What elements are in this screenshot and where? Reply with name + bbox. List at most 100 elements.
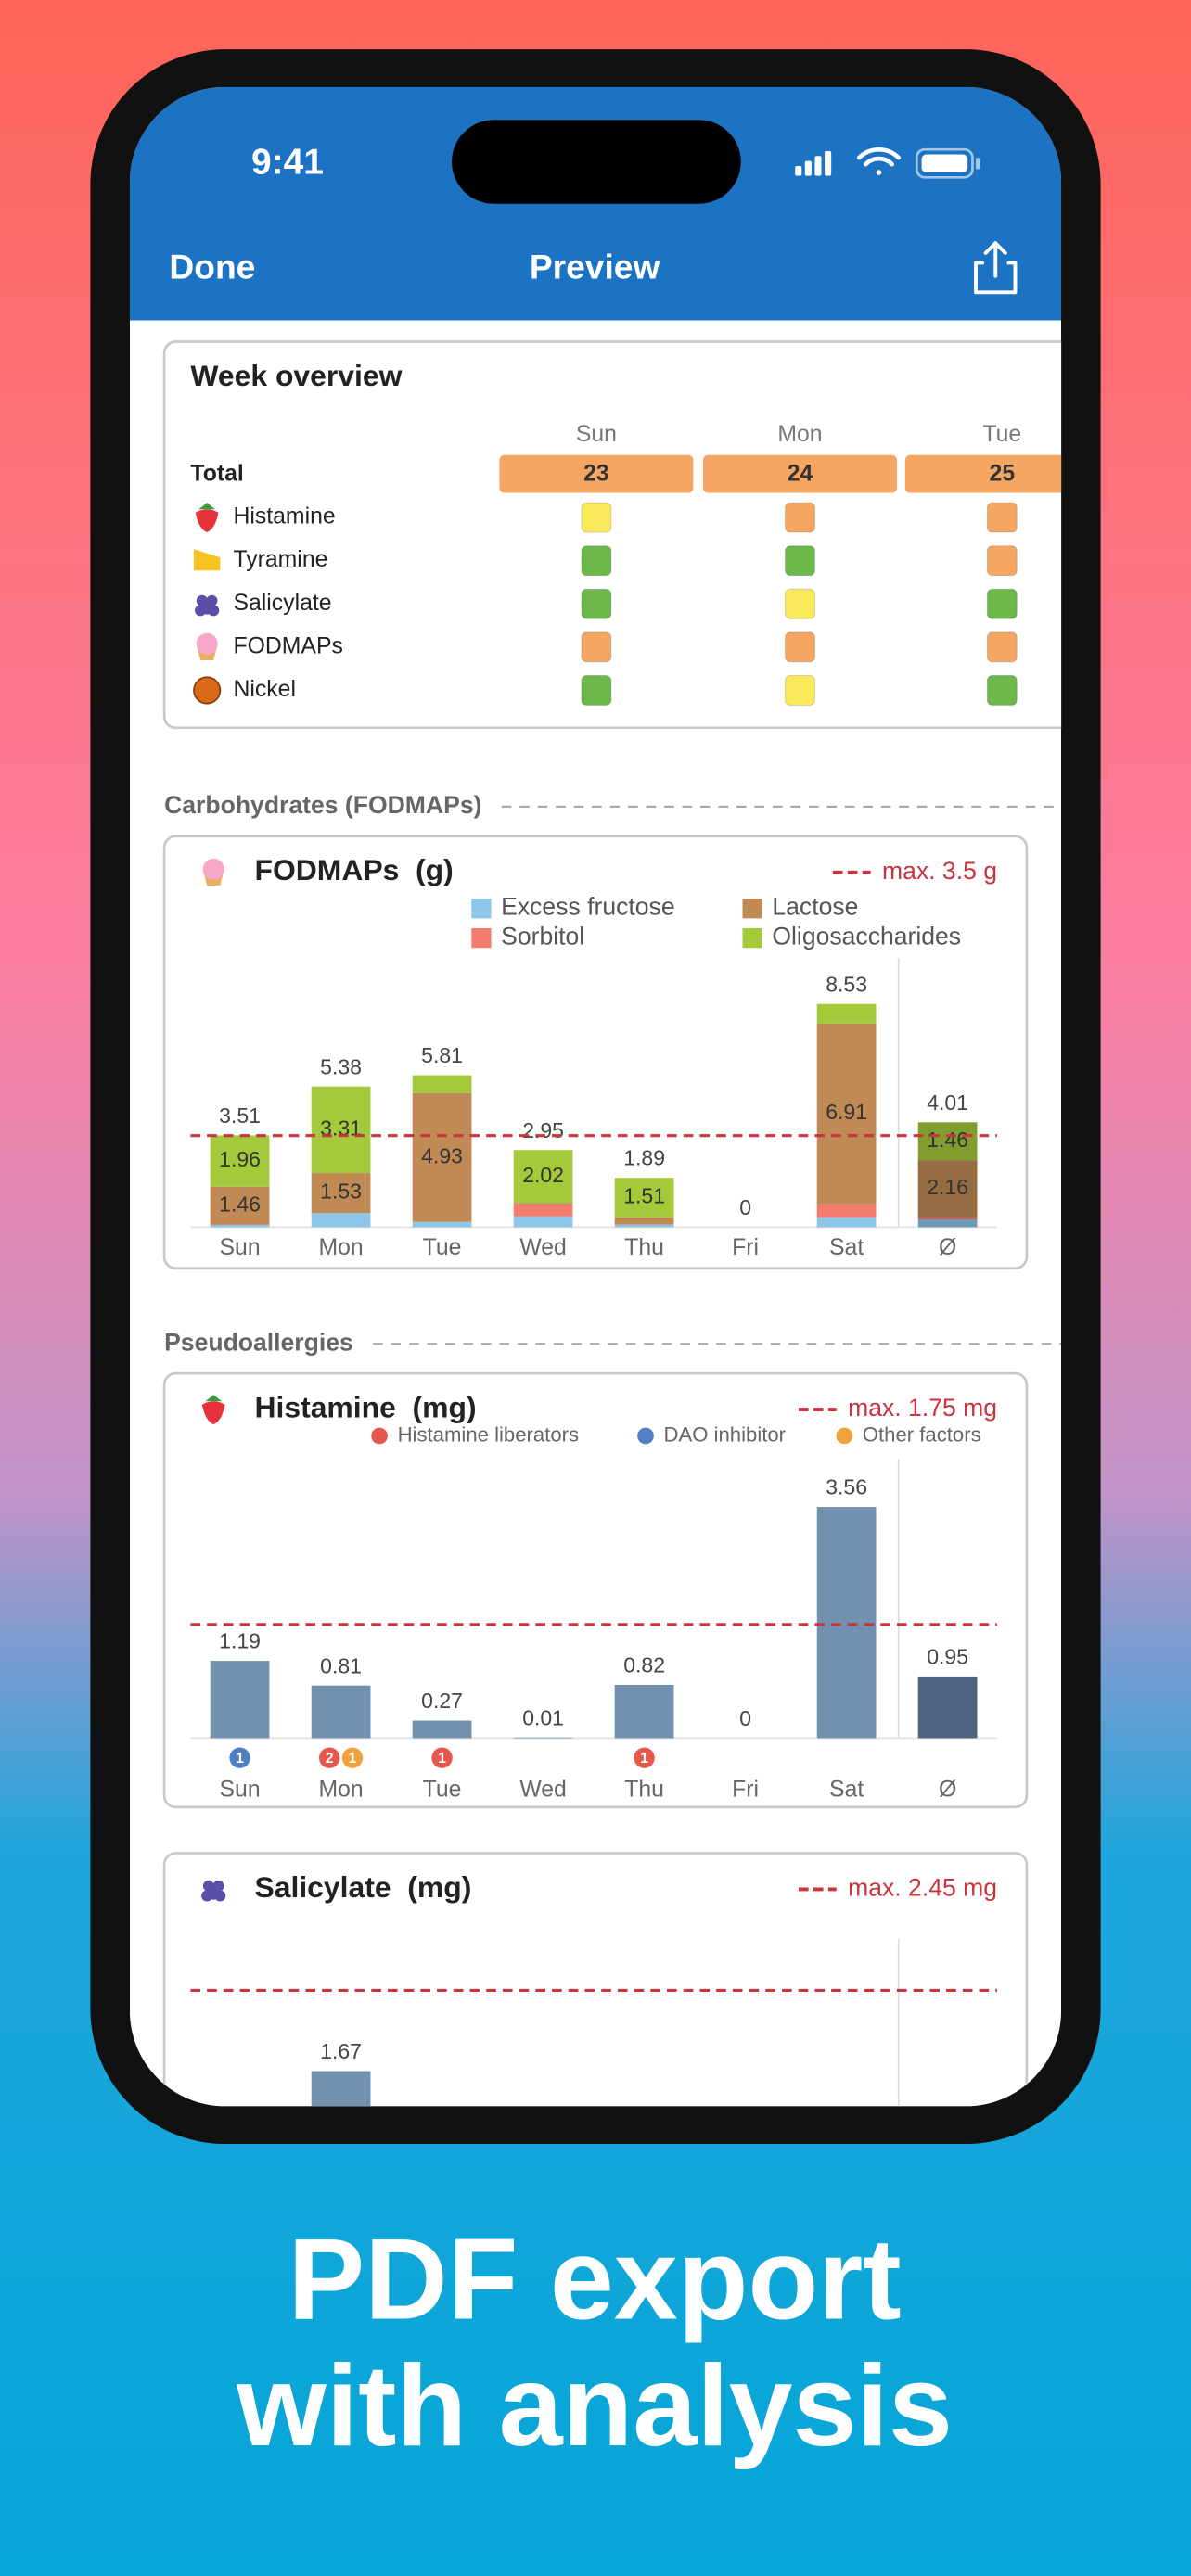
bar-segment xyxy=(412,1092,472,1222)
x-tick-label: Tue xyxy=(423,1778,462,1803)
icon-cheese xyxy=(193,549,221,571)
nav-title: Preview xyxy=(530,247,660,286)
card xyxy=(162,1371,1029,1809)
x-tick-label: Sat xyxy=(829,1235,864,1260)
badge xyxy=(341,1747,364,1768)
day-header: Mon xyxy=(777,422,822,447)
row-label: Histamine xyxy=(233,504,335,529)
bar-segment xyxy=(816,1204,877,1218)
legend-dot xyxy=(836,1427,853,1445)
bar xyxy=(614,1685,674,1739)
icon-strawberry xyxy=(195,509,219,533)
value-label: 1.19 xyxy=(219,1629,261,1653)
section-header: Carbohydrates (FODMAPs) xyxy=(164,791,481,819)
bar-segment xyxy=(614,1178,674,1218)
bar-segment xyxy=(917,1217,978,1219)
icon-berry xyxy=(201,1890,213,1902)
badge xyxy=(431,1747,453,1768)
chart-card: Salicylate (mg) max. 2.45 mg 1.67 xyxy=(162,1852,1029,2107)
status-time: 9:41 xyxy=(251,142,324,182)
limit-label: max. 1.75 mg xyxy=(848,1394,997,1422)
legend-label: Histamine liberators xyxy=(398,1422,579,1446)
card xyxy=(162,835,1029,1270)
badge-count: 1 xyxy=(236,1751,244,1766)
row-label: Nickel xyxy=(233,677,295,702)
icon-berry xyxy=(195,605,207,617)
x-tick-label: Mon xyxy=(318,1778,363,1803)
x-tick-label: Fri xyxy=(732,1778,759,1803)
segment-label: 2.02 xyxy=(522,1163,564,1187)
total-value: 24 xyxy=(788,462,813,487)
level-cell xyxy=(986,588,1018,619)
level-cell xyxy=(785,502,815,533)
bar-segment xyxy=(412,1075,472,1093)
bar-segment xyxy=(513,1204,573,1217)
bar-segment xyxy=(816,1023,877,1205)
bar-segment xyxy=(513,1203,573,1205)
x-tick-label: Fri xyxy=(732,1235,759,1260)
day-header: Sun xyxy=(576,422,617,447)
chart-unit: (mg) xyxy=(413,1391,477,1424)
x-tick-label: Thu xyxy=(624,1778,664,1803)
icon-nickel xyxy=(193,676,222,705)
badge-count: 1 xyxy=(640,1751,648,1766)
legend-dot xyxy=(637,1427,654,1445)
badge xyxy=(229,1747,250,1768)
level-cell xyxy=(986,502,1018,533)
badge-count: 2 xyxy=(326,1751,334,1766)
total-label: 2.95 xyxy=(522,1118,564,1142)
total-label: 3.51 xyxy=(219,1103,261,1128)
total-cell xyxy=(499,454,694,493)
headline: PDF export xyxy=(288,2216,902,2344)
bar-segment xyxy=(311,1173,371,1214)
level-cell xyxy=(581,502,612,533)
x-tick-label: Mon xyxy=(318,1235,363,1260)
x-tick-label: Wed xyxy=(519,1235,567,1260)
icon-leaf xyxy=(198,503,216,510)
level-cell xyxy=(581,588,612,619)
x-tick-label: Sun xyxy=(220,1235,261,1260)
chart-unit: (g) xyxy=(416,853,454,886)
total-label: Total xyxy=(190,462,243,487)
limit-label: max. 2.45 mg xyxy=(848,1873,997,1901)
legend-label: DAO inhibitor xyxy=(663,1422,786,1446)
icon-berry xyxy=(212,1880,224,1892)
bar-segment xyxy=(412,1221,472,1228)
value-label: 3.56 xyxy=(826,1475,867,1499)
bar xyxy=(917,1676,978,1739)
level-cell xyxy=(785,545,815,577)
legend-label: Oligosaccharides xyxy=(772,923,961,950)
total-cell xyxy=(703,454,897,493)
done-button[interactable]: Done xyxy=(169,247,255,286)
card-title: Week overview xyxy=(190,359,402,392)
segment-label: 4.93 xyxy=(421,1143,463,1167)
x-tick-label: Sun xyxy=(220,1778,261,1803)
signal-icon xyxy=(795,150,832,176)
segment-label: 2.16 xyxy=(927,1175,968,1199)
day-header: Tue xyxy=(982,422,1021,447)
bar-segment xyxy=(210,1186,270,1225)
segment-label: 1.96 xyxy=(219,1147,261,1171)
x-tick-label: Tue xyxy=(423,1235,462,1260)
level-cell xyxy=(986,631,1018,663)
bar-segment xyxy=(614,1224,674,1228)
total-value: 23 xyxy=(583,462,609,487)
total-label: 8.53 xyxy=(826,972,867,996)
content: 9:41 Done Preview Week overview Sun Mon Tue Tot… xyxy=(162,142,1062,2107)
value-label: 0.27 xyxy=(421,1689,463,1713)
x-tick-label: Wed xyxy=(519,1778,567,1803)
badge-count: 1 xyxy=(438,1751,446,1766)
icon-berry xyxy=(202,1880,214,1892)
total-label: 4.01 xyxy=(927,1090,968,1115)
legend-swatch xyxy=(742,899,762,919)
bar-segment xyxy=(513,1216,573,1228)
level-cell xyxy=(986,545,1018,577)
battery-icon xyxy=(915,147,980,179)
chart-title: FODMAPs xyxy=(255,853,400,886)
bar xyxy=(513,1737,573,1739)
dynamic-island xyxy=(452,120,741,204)
share-button[interactable] xyxy=(974,241,1018,295)
bar-segment xyxy=(210,1224,270,1228)
